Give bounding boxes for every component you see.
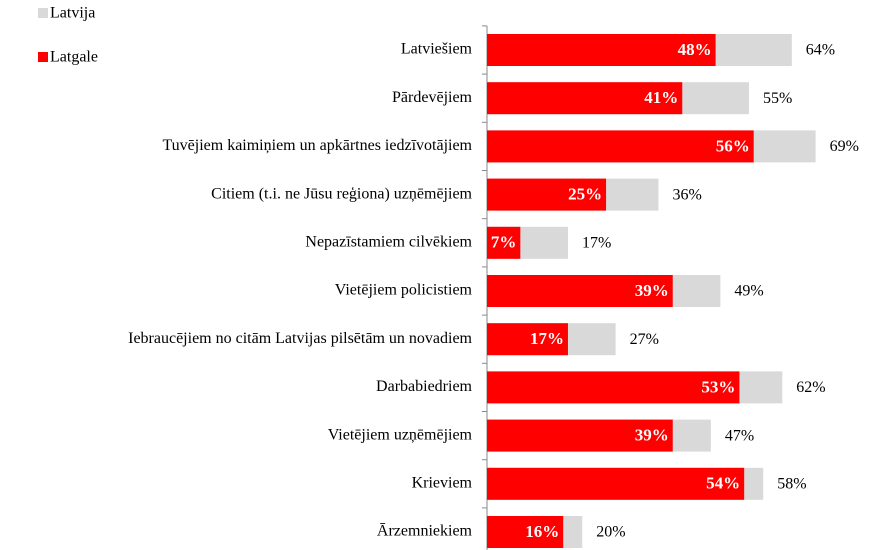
category-label: Nepazīstamiem cilvēkiem: [305, 233, 472, 250]
legend-label: Latgale: [50, 49, 98, 66]
bar: [487, 130, 754, 163]
bar: [487, 82, 683, 115]
value-label: 56%: [716, 136, 750, 155]
category-label: Latviešiem: [401, 41, 473, 58]
bar: [487, 371, 740, 404]
category-label: Pārdevējiem: [392, 89, 473, 106]
value-label: 41%: [644, 88, 678, 107]
category-label: Darbabiedriem: [376, 378, 473, 395]
value-label: 7%: [491, 233, 517, 252]
value-label: 16%: [525, 522, 559, 541]
category-label: Krieviem: [412, 474, 473, 491]
bar: [487, 275, 673, 307]
bar: [487, 419, 673, 452]
bar: [487, 226, 521, 259]
legend-swatch: [38, 8, 48, 18]
value-label: 39%: [635, 281, 669, 300]
legend-swatch: [38, 52, 48, 62]
value-label: 49%: [734, 283, 763, 300]
category-label: Citiem (t.i. ne Jūsu reģiona) uzņēmējiem: [211, 185, 472, 202]
value-label: 17%: [582, 234, 611, 251]
value-label: 62%: [796, 379, 825, 396]
value-label: 47%: [725, 427, 754, 444]
legend-label: Latvija: [50, 5, 95, 22]
value-label: 54%: [706, 474, 740, 493]
value-label: 27%: [630, 331, 659, 348]
category-label: Tuvējiem kaimiņiem un apkārtnes iedzīvot…: [162, 137, 472, 154]
category-label: Ārzemniekiem: [377, 523, 473, 540]
category-label: Vietējiem uzņēmējiem: [328, 426, 473, 443]
bar: [487, 467, 745, 500]
value-label: 53%: [701, 377, 735, 396]
value-label: 55%: [763, 90, 792, 107]
bar: [487, 323, 568, 356]
value-label: 20%: [596, 524, 625, 541]
value-label: 25%: [568, 185, 602, 204]
value-label: 64%: [806, 42, 835, 59]
value-label: 69%: [830, 138, 859, 155]
value-label: 17%: [530, 329, 564, 348]
bar: [487, 178, 607, 211]
bar: [487, 34, 716, 66]
category-label: Iebraucējiem no citām Latvijas pilsētām …: [128, 330, 472, 347]
value-label: 58%: [777, 475, 806, 492]
value-label: 36%: [672, 186, 701, 203]
value-label: 39%: [635, 426, 669, 445]
value-label: 48%: [678, 40, 712, 59]
bar: [487, 516, 564, 548]
category-label: Vietējiem policistiem: [335, 282, 473, 299]
